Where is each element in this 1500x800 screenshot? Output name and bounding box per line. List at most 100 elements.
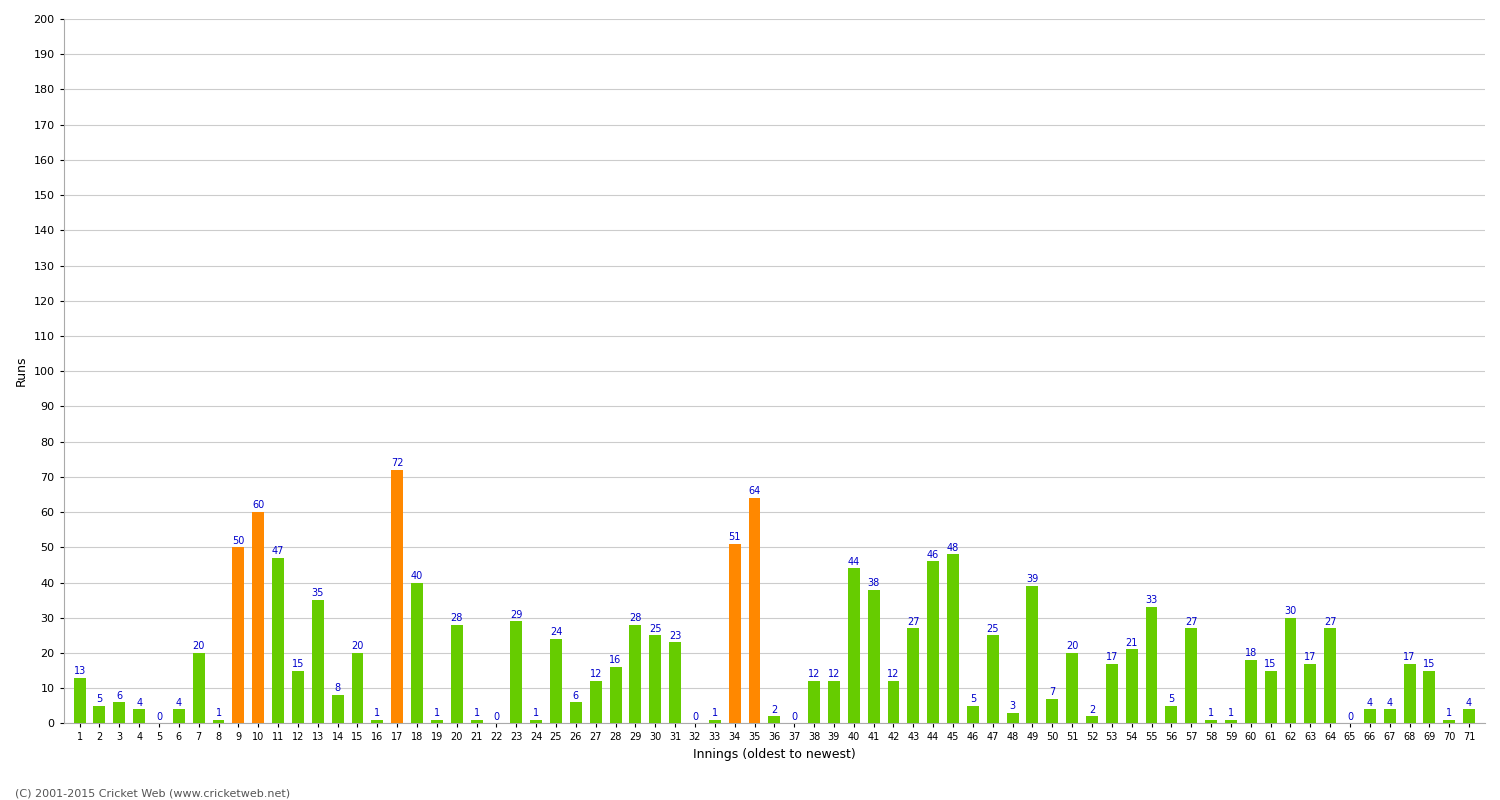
Bar: [351, 653, 363, 723]
Text: 1: 1: [433, 708, 439, 718]
Bar: [650, 635, 662, 723]
Text: 0: 0: [1347, 712, 1353, 722]
Text: 2: 2: [1089, 705, 1095, 714]
Text: 1: 1: [375, 708, 381, 718]
Text: 33: 33: [1146, 595, 1158, 606]
Bar: [471, 720, 483, 723]
Bar: [748, 498, 760, 723]
Text: 51: 51: [729, 532, 741, 542]
Text: 28: 28: [450, 613, 464, 623]
Bar: [927, 562, 939, 723]
Bar: [908, 628, 920, 723]
Text: 27: 27: [1324, 617, 1336, 626]
Text: 5: 5: [1168, 694, 1174, 704]
Bar: [1443, 720, 1455, 723]
Bar: [609, 667, 621, 723]
Text: 3: 3: [1010, 701, 1016, 711]
Text: 0: 0: [790, 712, 798, 722]
Bar: [192, 653, 204, 723]
Bar: [232, 547, 244, 723]
Text: 27: 27: [908, 617, 920, 626]
Bar: [312, 600, 324, 723]
Bar: [1007, 713, 1019, 723]
Bar: [114, 702, 125, 723]
Text: 5: 5: [96, 694, 102, 704]
Bar: [1324, 628, 1336, 723]
Y-axis label: Runs: Runs: [15, 356, 28, 386]
Text: 25: 25: [987, 624, 999, 634]
Bar: [332, 695, 344, 723]
Text: 4: 4: [136, 698, 142, 707]
Text: 15: 15: [292, 659, 304, 669]
Bar: [1364, 710, 1376, 723]
Bar: [968, 706, 980, 723]
Text: 21: 21: [1125, 638, 1138, 648]
Text: 1: 1: [1208, 708, 1214, 718]
Text: 28: 28: [628, 613, 642, 623]
Text: 5: 5: [969, 694, 976, 704]
Text: 13: 13: [74, 666, 86, 676]
Text: 20: 20: [1066, 642, 1078, 651]
Bar: [808, 681, 820, 723]
Text: 1: 1: [532, 708, 538, 718]
Text: 1: 1: [474, 708, 480, 718]
Text: 0: 0: [692, 712, 698, 722]
Text: 6: 6: [116, 690, 123, 701]
Bar: [1264, 670, 1276, 723]
Text: 47: 47: [272, 546, 285, 556]
Text: 24: 24: [550, 627, 562, 637]
Text: 44: 44: [847, 557, 859, 566]
Bar: [1245, 660, 1257, 723]
Text: 17: 17: [1404, 652, 1416, 662]
Text: 12: 12: [888, 670, 900, 679]
Bar: [530, 720, 542, 723]
Text: 38: 38: [867, 578, 879, 588]
Bar: [272, 558, 284, 723]
Text: 1: 1: [216, 708, 222, 718]
Text: 20: 20: [351, 642, 363, 651]
Bar: [987, 635, 999, 723]
Bar: [252, 512, 264, 723]
Text: 1: 1: [1228, 708, 1234, 718]
Bar: [1305, 663, 1317, 723]
Text: 0: 0: [156, 712, 162, 722]
Text: 17: 17: [1304, 652, 1317, 662]
Text: (C) 2001-2015 Cricket Web (www.cricketweb.net): (C) 2001-2015 Cricket Web (www.cricketwe…: [15, 788, 290, 798]
Text: 20: 20: [192, 642, 206, 651]
Bar: [1462, 710, 1474, 723]
Text: 30: 30: [1284, 606, 1296, 616]
Text: 50: 50: [232, 535, 244, 546]
Bar: [729, 544, 741, 723]
Text: 60: 60: [252, 500, 264, 510]
Bar: [669, 642, 681, 723]
Bar: [590, 681, 602, 723]
Text: 23: 23: [669, 630, 681, 641]
Text: 1: 1: [1446, 708, 1452, 718]
Bar: [888, 681, 900, 723]
Text: 25: 25: [650, 624, 662, 634]
Bar: [134, 710, 146, 723]
Bar: [710, 720, 722, 723]
Bar: [411, 582, 423, 723]
Bar: [93, 706, 105, 723]
Text: 16: 16: [609, 655, 621, 666]
Bar: [213, 720, 225, 723]
Text: 12: 12: [828, 670, 840, 679]
Text: 15: 15: [1424, 659, 1436, 669]
Text: 64: 64: [748, 486, 760, 496]
Text: 48: 48: [946, 542, 958, 553]
Bar: [430, 720, 442, 723]
Text: 0: 0: [494, 712, 500, 722]
Bar: [1284, 618, 1296, 723]
Text: 7: 7: [1048, 687, 1056, 697]
Bar: [867, 590, 879, 723]
Bar: [1066, 653, 1078, 723]
Text: 4: 4: [1466, 698, 1472, 707]
Bar: [510, 622, 522, 723]
Bar: [1106, 663, 1118, 723]
Bar: [292, 670, 304, 723]
Bar: [1424, 670, 1436, 723]
Bar: [550, 639, 562, 723]
Text: 12: 12: [808, 670, 820, 679]
Text: 2: 2: [771, 705, 777, 714]
